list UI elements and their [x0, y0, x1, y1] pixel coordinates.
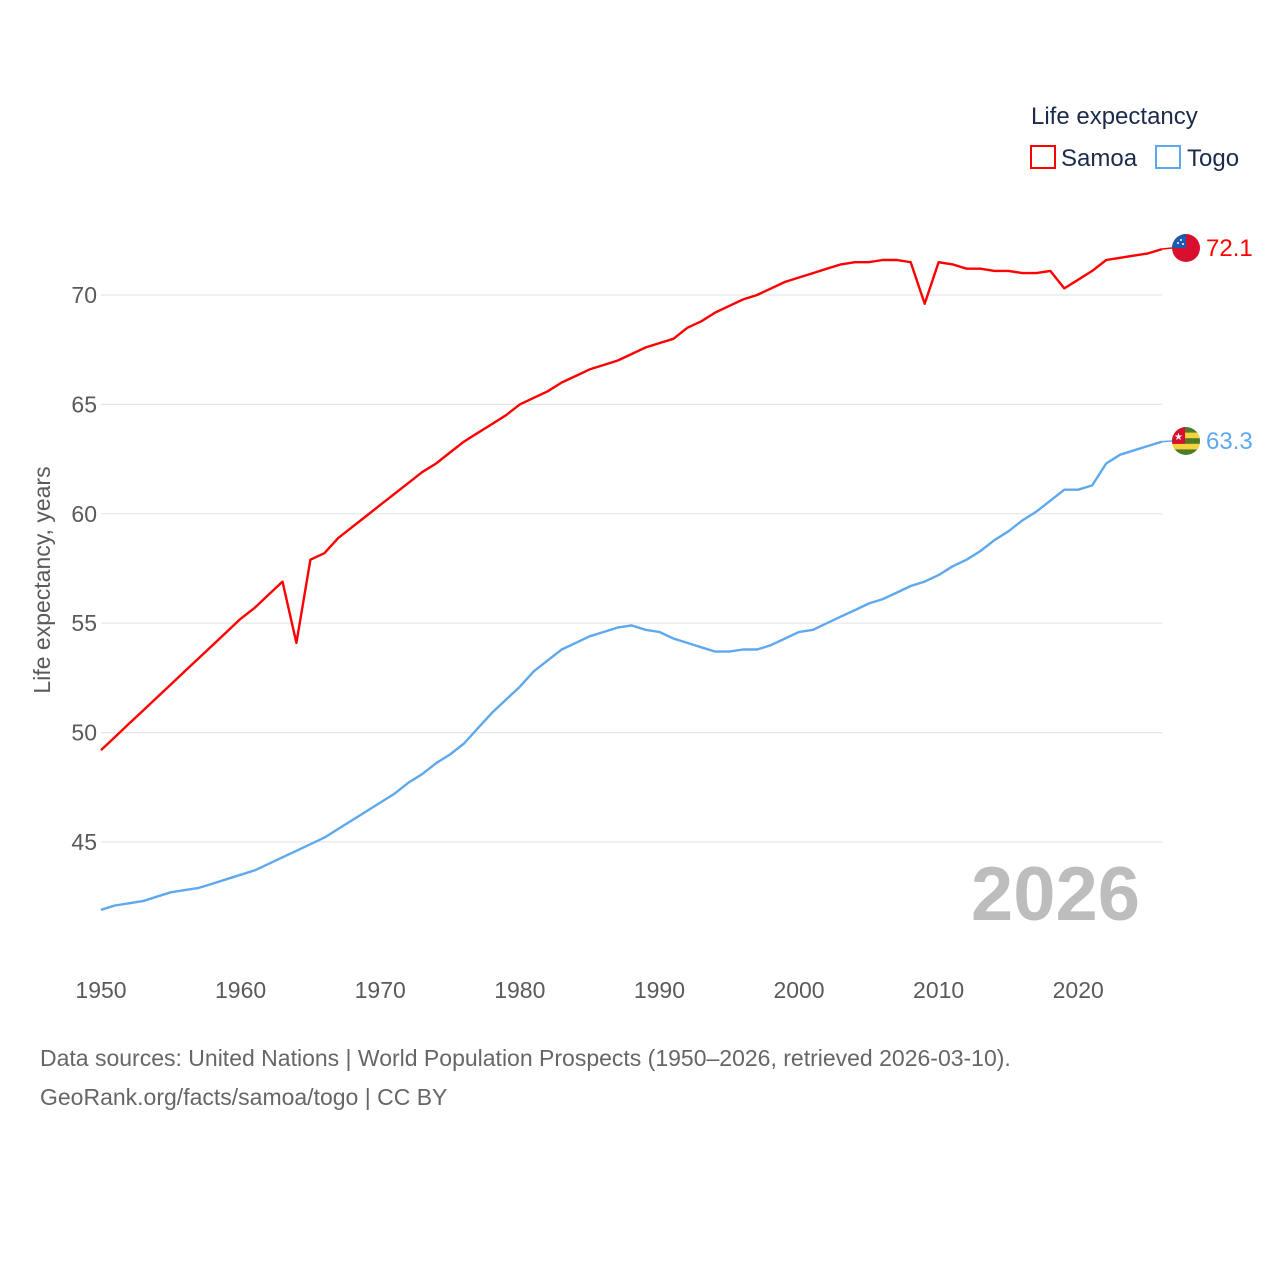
- x-tick-label: 2000: [773, 977, 824, 1003]
- year-watermark: 2026: [971, 852, 1140, 937]
- y-axis-label: Life expectancy, years: [29, 466, 55, 693]
- series-end-labels: 72.1 63.3: [1161, 235, 1253, 455]
- legend-label-togo[interactable]: Togo: [1187, 145, 1239, 172]
- end-value-label-togo: 63.3: [1206, 428, 1253, 455]
- gridlines: [101, 294, 1162, 843]
- series-line-samoa: [100, 247, 1163, 751]
- samoa-flag-icon: [1172, 234, 1200, 262]
- y-tick-label: 70: [71, 282, 97, 308]
- x-tick-label: 1950: [75, 977, 126, 1003]
- end-connector: [1161, 440, 1173, 443]
- y-tick-label: 60: [71, 501, 97, 527]
- series-line-togo: [100, 440, 1163, 911]
- y-tick-label: 55: [71, 610, 97, 636]
- legend: Life expectancy Samoa Togo: [1030, 103, 1239, 172]
- y-axis-ticks: 45 50 55 60 65 70: [71, 282, 97, 855]
- footer-attribution[interactable]: GeoRank.org/facts/samoa/togo | CC BY: [40, 1084, 448, 1110]
- y-tick-label: 65: [71, 391, 97, 417]
- x-axis-ticks: 1950 1960 1970 1980 1990 2000 2010 2020: [75, 977, 1103, 1003]
- x-tick-label: 1990: [634, 977, 685, 1003]
- legend-swatch-togo[interactable]: [1155, 145, 1181, 169]
- series-lines: [100, 247, 1163, 911]
- x-tick-label: 2020: [1053, 977, 1104, 1003]
- x-tick-label: 2010: [913, 977, 964, 1003]
- legend-label-samoa[interactable]: Samoa: [1061, 145, 1138, 172]
- x-tick-label: 1970: [355, 977, 406, 1003]
- x-tick-label: 1980: [494, 977, 545, 1003]
- x-tick-label: 1960: [215, 977, 266, 1003]
- footer-sources: Data sources: United Nations | World Pop…: [40, 1045, 1011, 1071]
- y-tick-label: 50: [71, 720, 97, 746]
- y-tick-label: 45: [71, 829, 97, 855]
- svg-text:★: ★: [1174, 432, 1183, 443]
- togo-flag-icon: ★: [1172, 427, 1200, 455]
- legend-title: Life expectancy: [1031, 103, 1198, 130]
- end-value-label-samoa: 72.1: [1206, 235, 1253, 262]
- end-connector: [1161, 247, 1173, 250]
- legend-swatch-samoa[interactable]: [1030, 145, 1056, 169]
